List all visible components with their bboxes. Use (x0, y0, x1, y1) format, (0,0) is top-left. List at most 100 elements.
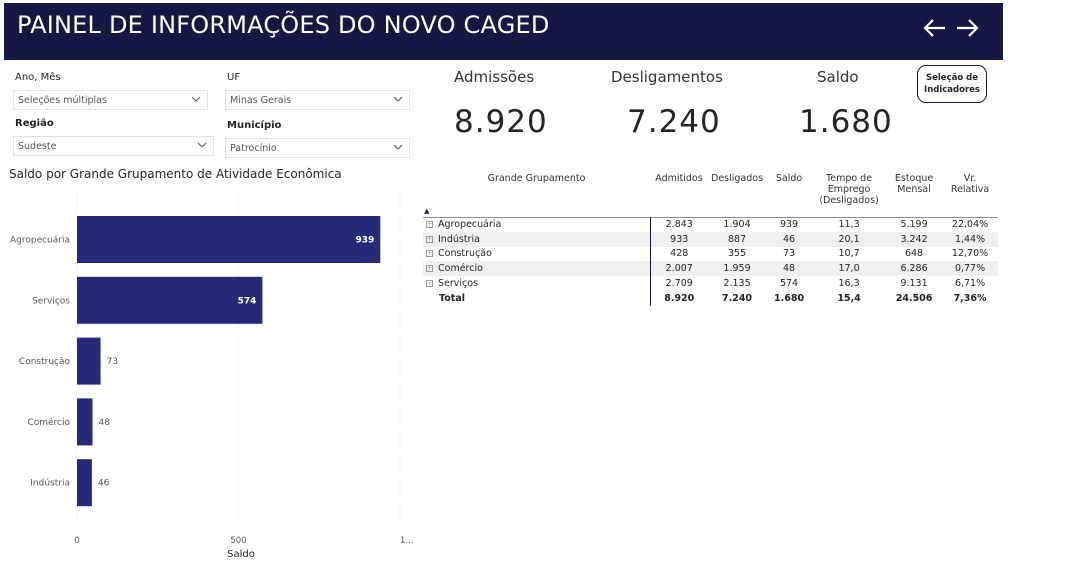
filter-label-regiao: Região (15, 118, 54, 129)
table-cell: 2.135 (723, 278, 751, 290)
table-cell: 648 (904, 248, 924, 260)
column-header-label: Grande Grupamento (487, 173, 586, 184)
column-header-vr-relativa[interactable]: Vr. Relativa (950, 173, 990, 195)
total-cell: 15,4 (837, 292, 861, 304)
saldo-bar-chart: Agropecuária 939 Serviços 574 Construção 73 Co… (10, 192, 414, 560)
bar[interactable] (77, 459, 92, 507)
dropdown-value: Seleções múltiplas (18, 95, 107, 106)
dropdown-value: Minas Gerais (230, 95, 292, 106)
table-cell: 1.904 (708, 216, 767, 232)
column-header-desligados[interactable]: Desligados (711, 173, 764, 184)
column-header-grupamento[interactable]: Grande Grupamento ▲ (423, 171, 650, 217)
chart-title: Saldo por Grande Grupamento de Atividade… (9, 167, 342, 181)
column-header-tempo-emprego[interactable]: Tempo de Emprego (Desligados) (819, 173, 879, 206)
dropdown-municipio[interactable]: Patrocínio (225, 138, 410, 158)
table-cell: 10,7 (838, 248, 860, 260)
row-name-cell: + Comércio (423, 261, 651, 277)
table-row[interactable]: + Comércio 2.007 1.959 48 17,0 6.286 0,77% (423, 261, 999, 277)
table-cell: 2.007 (650, 261, 708, 277)
bar[interactable] (77, 398, 93, 446)
table-cell: 0,77% (942, 261, 999, 277)
expand-icon[interactable]: + (426, 235, 433, 243)
expand-icon[interactable]: + (426, 250, 433, 258)
chevron-down-icon (197, 142, 207, 148)
column-header-estoque-mensal[interactable]: Estoque Mensal (894, 173, 934, 195)
filter-label-uf: UF (227, 72, 241, 83)
sort-ascending-icon: ▲ (424, 206, 430, 215)
column-header-admitidos[interactable]: Admitidos (655, 173, 703, 184)
row-name-label: Agropecuária (438, 219, 502, 231)
table-row[interactable]: + Agropecuária 2.843 1.904 939 11,3 5.199 22,04… (423, 216, 999, 232)
total-cell: 1.680 (774, 292, 805, 304)
total-cell: 7.240 (721, 292, 753, 304)
column-header-saldo[interactable]: Saldo (775, 173, 803, 184)
table-cell: 355 (727, 248, 747, 260)
bar[interactable] (77, 216, 381, 263)
table-cell: 6,71% (954, 278, 986, 290)
grupamento-table: Grande Grupamento ▲ Admitidos Desligados… (423, 171, 999, 306)
kpi-value-admissoes: 8.920 (454, 104, 548, 140)
kpi-value-saldo: 1.680 (799, 104, 893, 140)
category-tick-label: Comércio (27, 417, 70, 428)
row-name-cell: + Indústria (423, 231, 651, 247)
dropdown-ano-mes[interactable]: Seleções múltiplas (13, 90, 208, 110)
dropdown-uf[interactable]: Minas Gerais (225, 90, 410, 110)
table-cell: 12,70% (951, 248, 989, 260)
table-row[interactable]: + Construção 428 355 73 10,7 648 12,70% (423, 246, 998, 262)
button-label-line2: Indicadores (924, 85, 980, 95)
kpi-value-desligamentos: 7.240 (627, 104, 721, 140)
table-cell: 574 (779, 278, 799, 290)
table-cell: 6.286 (886, 261, 943, 277)
table-cell: 16,3 (838, 278, 860, 290)
bar[interactable] (77, 337, 101, 385)
table-cell: 20,1 (812, 231, 887, 247)
filter-label-ano-mes: Ano, Mês (15, 72, 61, 83)
bar-value-label: 46 (98, 479, 110, 489)
bar[interactable] (77, 276, 263, 324)
chevron-down-icon (191, 96, 201, 102)
selecao-indicadores-button[interactable]: Seleção de Indicadores (917, 65, 987, 103)
x-axis-label: Saldo (227, 549, 255, 560)
row-name-cell: + Serviços (423, 276, 651, 291)
dropdown-value: Patrocínio (230, 143, 277, 154)
table-cell: 5.199 (886, 216, 943, 232)
table-row[interactable]: + Serviços 2.709 2.135 574 16,3 9.131 6,71% (423, 276, 998, 291)
table-cell: 887 (708, 231, 767, 247)
dropdown-regiao[interactable]: Sudeste (13, 136, 214, 156)
category-tick-label: Serviços (32, 296, 70, 306)
table-cell: 48 (766, 261, 813, 277)
page-title: PAINEL DE INFORMAÇÕES DO NOVO CAGED (17, 11, 550, 39)
row-name-cell: + Construção (423, 246, 651, 262)
button-label-line1: Seleção de (926, 73, 978, 83)
expand-icon[interactable]: + (426, 265, 433, 273)
row-name-label: Construção (438, 248, 492, 260)
bar-value-label: 73 (107, 357, 118, 367)
kpi-label-saldo: Saldo (817, 68, 859, 86)
table-cell: 1,44% (942, 231, 999, 247)
expand-icon[interactable]: + (426, 221, 433, 229)
total-cell: 7,36% (953, 292, 987, 304)
total-cell: 8.920 (664, 292, 695, 304)
table-cell: 73 (783, 248, 796, 260)
table-row[interactable]: + Indústria 933 887 46 20,1 3.242 1,44% (423, 231, 999, 247)
table-cell: 11,3 (812, 216, 887, 232)
table-cell: 1.959 (708, 261, 767, 277)
table-total-row: Total 8.920 7.240 1.680 15,4 24.506 7,36% (423, 290, 998, 306)
arrow-right-icon[interactable] (954, 15, 982, 43)
bar-value-label: 48 (99, 418, 111, 428)
arrow-left-icon[interactable] (922, 15, 950, 43)
table-cell: 2.843 (650, 216, 708, 232)
row-name-label: Comércio (438, 263, 483, 275)
expand-icon[interactable]: + (426, 280, 433, 288)
x-tick-label: 500 (230, 536, 246, 546)
page-header: PAINEL DE INFORMAÇÕES DO NOVO CAGED (4, 3, 1003, 60)
chevron-down-icon (393, 96, 403, 102)
category-tick-label: Indústria (30, 479, 70, 489)
table-cell: 17,0 (812, 261, 887, 277)
row-name-label: Serviços (438, 278, 479, 290)
table-cell: 22,04% (942, 216, 999, 232)
table-cell: 939 (766, 216, 813, 232)
category-tick-label: Construção (19, 357, 71, 367)
row-name-cell: + Agropecuária (423, 216, 651, 232)
table-cell: 2.709 (665, 278, 693, 290)
